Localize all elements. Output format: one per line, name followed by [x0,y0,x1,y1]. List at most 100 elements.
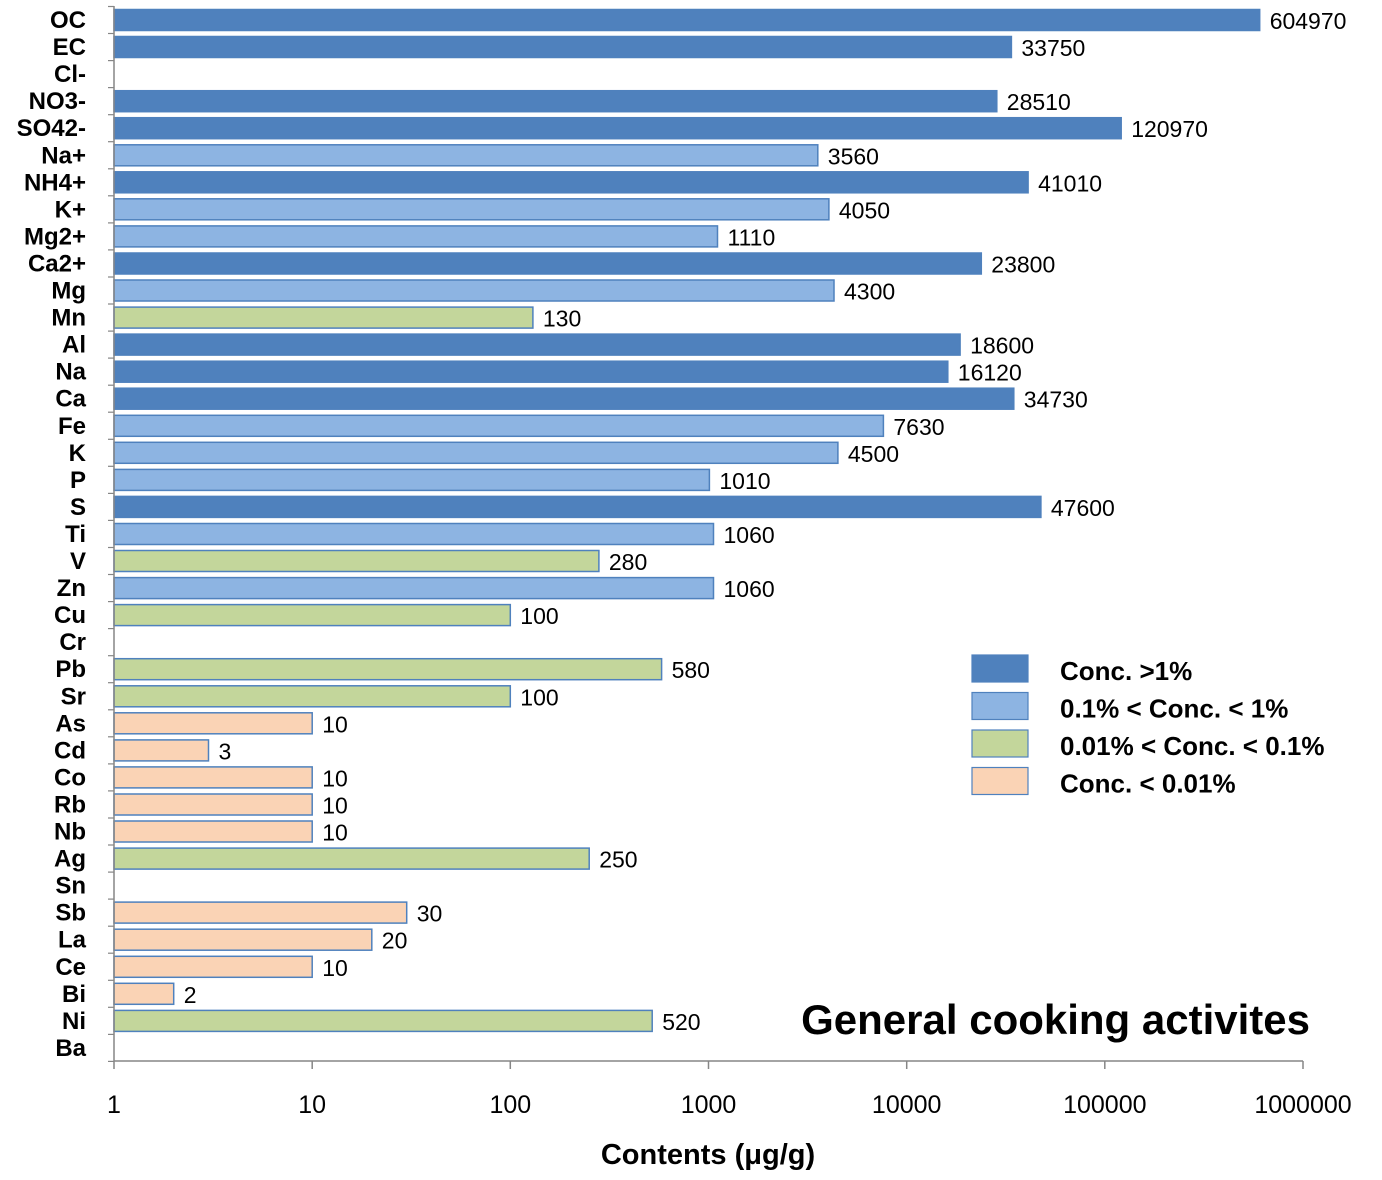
category-label: Sb [55,900,86,927]
category-label: Mg [51,278,86,305]
x-tick-label: 100000 [1063,1091,1146,1119]
category-label: K+ [55,196,86,223]
data-label: 33750 [1021,35,1085,61]
category-label: Mn [51,305,86,332]
data-label: 16120 [958,360,1022,386]
bar [113,549,600,573]
legend-label: 0.01% < Conc. < 0.1% [1060,731,1324,761]
category-label: Co [54,764,86,791]
bar [113,657,663,681]
bar [113,35,1013,59]
category-label: Na+ [41,142,86,169]
data-label: 604970 [1270,8,1347,34]
bar [113,603,512,627]
category-label: Pb [55,656,86,683]
bar [113,766,313,789]
bar [113,116,1122,140]
bar [113,279,835,302]
bar [113,8,1261,32]
data-label: 1060 [724,576,775,602]
bar [113,360,949,383]
data-label: 10 [322,955,348,981]
category-label: Fe [58,413,86,440]
bar [113,820,313,843]
category-label: Cd [54,737,86,764]
bar [113,468,711,492]
bar [113,576,715,600]
data-label: 100 [520,684,558,710]
data-label: 250 [599,847,637,873]
bar [113,739,210,762]
data-label: 3560 [828,143,879,169]
data-label: 28510 [1007,89,1071,115]
category-label: Ca2+ [28,250,86,277]
bar [113,171,1029,194]
axes-layer [108,5,1304,1069]
category-label: Ba [55,1035,86,1062]
x-tick-label: 1000000 [1254,1091,1351,1119]
legend-swatch [971,766,1029,796]
category-label: EC [53,34,86,61]
data-label: 4500 [848,441,899,467]
category-label: La [58,927,87,954]
data-label: 30 [417,901,443,927]
bar [113,414,885,438]
data-label: 4300 [844,279,895,305]
legend-swatch [971,691,1029,721]
bar [113,144,819,167]
x-tick-label: 100 [489,1091,531,1119]
category-label: Ni [62,1008,86,1035]
legend-swatch [971,729,1029,758]
data-label: 1060 [724,522,775,548]
chart-annotation: General cooking activites [801,996,1310,1043]
category-label: Al [62,332,86,359]
bar [113,1009,653,1033]
bar [113,955,313,979]
data-label: 130 [543,306,581,332]
data-label: 18600 [970,333,1034,359]
bar [113,495,1042,519]
bar [113,928,373,951]
data-label: 120970 [1131,116,1208,142]
category-label: Na [55,359,86,386]
data-label: 520 [662,1009,700,1035]
category-label: Ag [54,846,86,873]
bar [113,793,313,816]
legend-swatch [971,654,1029,683]
x-axis-title: Contents (μg/g) [601,1139,815,1171]
data-label: 10 [322,711,348,737]
category-label: SO42- [17,115,86,142]
data-label: 7630 [893,414,944,440]
category-label: Zn [57,575,86,602]
bar [113,198,830,221]
data-label: 41010 [1038,170,1102,196]
data-label: 10 [322,820,348,846]
bar [113,333,961,356]
legend-label: 0.1% < Conc. < 1% [1060,694,1288,724]
bar [113,225,719,248]
bar [113,522,715,546]
bar [113,89,998,113]
data-label: 3 [219,738,232,764]
data-label: 10 [322,792,348,818]
category-label: Cu [54,602,86,629]
category-label: Cr [59,629,86,656]
bar [113,252,983,275]
x-tick-label: 10 [298,1091,326,1119]
bar [113,982,175,1006]
category-label: Sr [61,683,86,710]
x-tick-label: 10000 [872,1091,942,1119]
category-label: Cl- [54,61,86,88]
x-tick-label: 1 [107,1091,121,1119]
x-tick-label: 1000 [681,1091,737,1119]
category-label: NH4+ [24,169,86,196]
category-label: OC [50,7,86,34]
category-label: K [69,440,87,467]
data-label: 10 [322,765,348,791]
category-label: S [70,494,86,521]
bar [113,306,534,329]
category-label: Ca [55,386,86,413]
category-label: Rb [54,791,86,818]
bar [113,847,590,870]
